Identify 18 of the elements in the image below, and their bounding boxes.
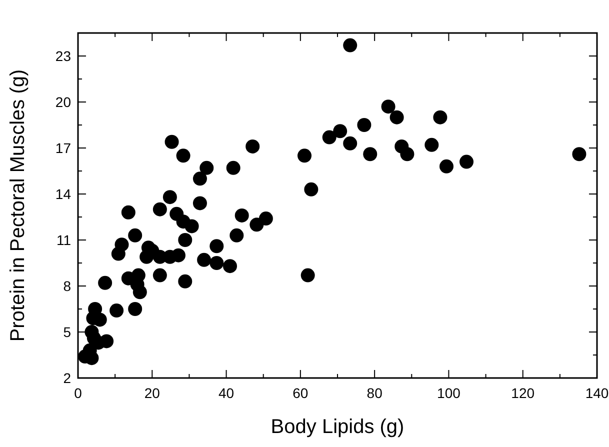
x-tick-label: 60 bbox=[292, 385, 308, 401]
x-tick-label: 40 bbox=[218, 385, 234, 401]
y-tick-label: 11 bbox=[56, 232, 72, 248]
x-tick-label: 20 bbox=[144, 385, 160, 401]
x-tick-label: 0 bbox=[74, 385, 82, 401]
x-tick-label: 80 bbox=[366, 385, 383, 401]
x-tick-label: 140 bbox=[585, 385, 609, 401]
y-tick-label: 8 bbox=[63, 278, 72, 294]
x-tick-label: 100 bbox=[437, 385, 461, 401]
x-tick-label: 120 bbox=[511, 385, 535, 401]
y-tick-label: 5 bbox=[63, 324, 72, 340]
y-tick-label: 17 bbox=[55, 140, 72, 156]
y-tick-label: 2 bbox=[63, 370, 72, 386]
y-axis-title: Protein in Pectoral Muscles (g) bbox=[7, 69, 29, 342]
x-axis-title: Body Lipids (g) bbox=[270, 416, 404, 438]
y-tick-label: 23 bbox=[55, 48, 72, 64]
y-tick-label: 20 bbox=[55, 94, 72, 110]
y-tick-label: 14 bbox=[55, 186, 72, 202]
